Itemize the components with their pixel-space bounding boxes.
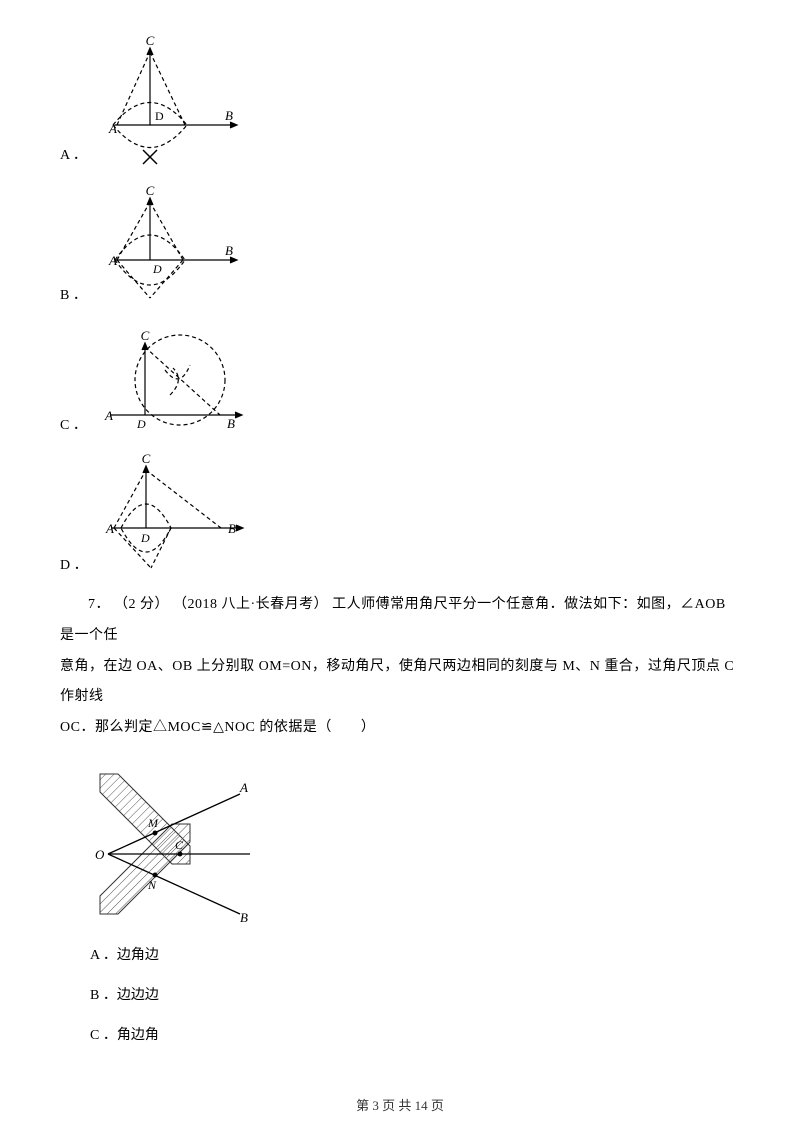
answer-c[interactable]: C ．角边角: [90, 1024, 740, 1044]
label-a: A: [108, 253, 117, 268]
page-footer: 第 3 页 共 14 页: [0, 1095, 800, 1114]
label-o: O: [95, 847, 105, 862]
diagram-d: C A B D: [96, 450, 256, 580]
option-a-label: A ．: [60, 144, 87, 164]
label-b: B: [225, 243, 233, 258]
question-7-text: 7． （2 分） （2018 八上·长春月考） 工人师傅常用角尺平分一个任意角．…: [60, 590, 740, 744]
q7-number: 7．: [88, 597, 110, 612]
answer-b[interactable]: B ．边边边: [90, 984, 740, 1004]
diagram-a: C A B D: [95, 30, 245, 170]
label-b: B: [225, 108, 233, 123]
option-d-label: D ．: [60, 554, 88, 574]
label-d: D: [152, 262, 162, 276]
label-a: A: [104, 408, 113, 423]
label-c: C: [141, 328, 150, 343]
angle-ruler-diagram: O A B M N C: [90, 764, 270, 924]
label-a: A: [105, 521, 114, 536]
label-c: C: [146, 183, 155, 198]
label-d: D: [136, 417, 146, 431]
option-c-row: C ． C A B D: [60, 320, 740, 440]
label-b: B: [240, 910, 248, 924]
q7-line2: 意角，在边 OA、OB 上分别取 OM=ON，移动角尺，使角尺两边相同的刻度与 …: [60, 652, 740, 714]
option-d-row: D ． C A B D: [60, 450, 740, 580]
label-c: C: [141, 451, 150, 466]
q7-points: （2 分）: [114, 597, 169, 612]
label-a: A: [239, 780, 248, 795]
option-a-row: A ． C A B D: [60, 30, 740, 170]
label-d: D: [140, 531, 150, 545]
diagram-c: C A B D: [95, 320, 255, 440]
q7-source: （2018 八上·长春月考）: [173, 597, 328, 612]
label-b: B: [227, 416, 235, 431]
label-n: N: [147, 878, 157, 892]
option-c-label: C ．: [60, 414, 87, 434]
option-b-label: B ．: [60, 284, 87, 304]
diagram-b: C A B D: [95, 180, 245, 310]
option-b-row: B ． C A B D: [60, 180, 740, 310]
label-b: B: [228, 521, 236, 536]
q7-answers: A ．边角边 B ．边边边 C ．角边角: [60, 944, 740, 1044]
label-m: M: [147, 816, 159, 830]
label-c: C: [146, 33, 155, 48]
label-c: C: [175, 838, 184, 852]
q7-line3: OC．那么判定△MOC≌△NOC 的依据是（ ）: [60, 713, 740, 744]
label-d: D: [155, 109, 164, 123]
label-a: A: [108, 121, 117, 136]
q7-figure: O A B M N C: [90, 764, 740, 924]
answer-a[interactable]: A ．边角边: [90, 944, 740, 964]
